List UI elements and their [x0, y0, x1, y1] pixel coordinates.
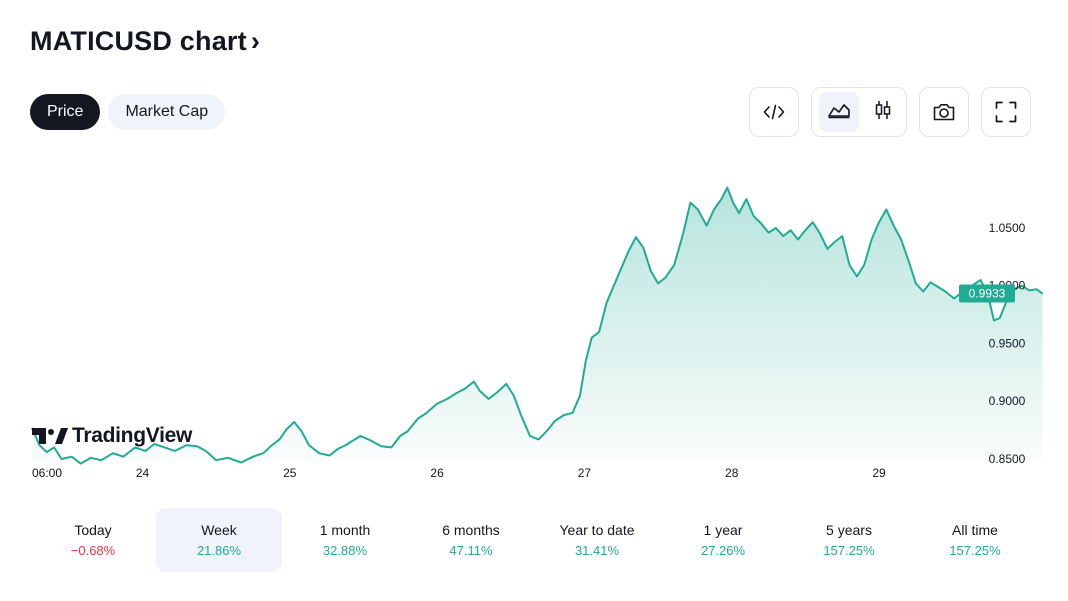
period-change: 27.26% [700, 543, 746, 558]
price-area-fill [32, 187, 1043, 464]
period-change: 31.41% [574, 543, 620, 558]
chevron-right-icon: › [250, 26, 260, 56]
page-title: MATICUSD chart [30, 26, 247, 56]
fullscreen-icon [982, 88, 1030, 136]
chart-style-group [811, 87, 907, 137]
code-icon [750, 88, 798, 136]
period-option[interactable]: 1 year 27.26% [660, 508, 786, 572]
tradingview-logo: TradingView [32, 424, 192, 448]
period-option[interactable]: 5 years 157.25% [786, 508, 912, 572]
y-tick-label: 0.9500 [989, 337, 1026, 351]
period-selector: Today −0.68% Week 21.86% 1 month 32.88% 6 mont… [30, 508, 1038, 572]
period-option[interactable]: Year to date 31.41% [534, 508, 660, 572]
period-option[interactable]: Today −0.68% [30, 508, 156, 572]
x-tick-label: 28 [725, 466, 739, 480]
period-change: 21.86% [196, 543, 242, 558]
embed-button[interactable] [749, 87, 799, 137]
period-option[interactable]: Week 21.86% [156, 508, 282, 572]
candlestick-button[interactable] [863, 88, 903, 136]
period-label: 1 month [319, 522, 371, 538]
period-label: 6 months [442, 522, 500, 538]
period-change: 32.88% [322, 543, 368, 558]
price-tab[interactable]: Price [30, 94, 101, 130]
y-tick-label: 0.8500 [989, 452, 1026, 466]
market-cap-tab[interactable]: Market Cap [108, 94, 226, 130]
fullscreen-button[interactable] [981, 87, 1031, 137]
x-tick-label: 29 [872, 466, 886, 480]
area-chart-button[interactable] [819, 92, 859, 132]
tradingview-logo-icon [32, 428, 68, 444]
period-label: Today [74, 522, 112, 538]
snapshot-button[interactable] [919, 87, 969, 137]
y-tick-label: 0.9000 [989, 394, 1026, 408]
period-option[interactable]: 1 month 32.88% [282, 508, 408, 572]
candlestick-icon [873, 99, 893, 126]
period-label: 1 year [703, 522, 743, 538]
x-tick-label: 26 [430, 466, 444, 480]
x-tick-label: 06:00 [32, 466, 62, 480]
period-label: Year to date [559, 522, 635, 538]
camera-icon [920, 88, 968, 136]
y-tick-label: 1.0500 [989, 221, 1026, 235]
period-label: 5 years [826, 522, 872, 538]
area-chart-icon [827, 101, 851, 124]
period-change: 157.25% [949, 543, 1001, 558]
metric-toggle: Price Market Cap [30, 94, 226, 130]
x-tick-label: 27 [578, 466, 592, 480]
period-label: Week [201, 522, 237, 538]
last-price-label: 0.9933 [969, 287, 1006, 301]
price-line [31, 186, 1044, 465]
period-change: 47.11% [449, 543, 493, 558]
last-price-tag [959, 284, 1015, 303]
chart-title-link[interactable]: MATICUSD chart › [30, 26, 260, 57]
period-option[interactable]: 6 months 47.11% [408, 508, 534, 572]
period-label: All time [952, 522, 998, 538]
tradingview-logo-text: TradingView [72, 424, 193, 447]
x-tick-label: 24 [136, 466, 150, 480]
x-tick-label: 25 [283, 466, 297, 480]
period-change: −0.68% [70, 543, 116, 558]
period-change: 157.25% [823, 543, 875, 558]
period-option[interactable]: All time 157.25% [912, 508, 1038, 572]
